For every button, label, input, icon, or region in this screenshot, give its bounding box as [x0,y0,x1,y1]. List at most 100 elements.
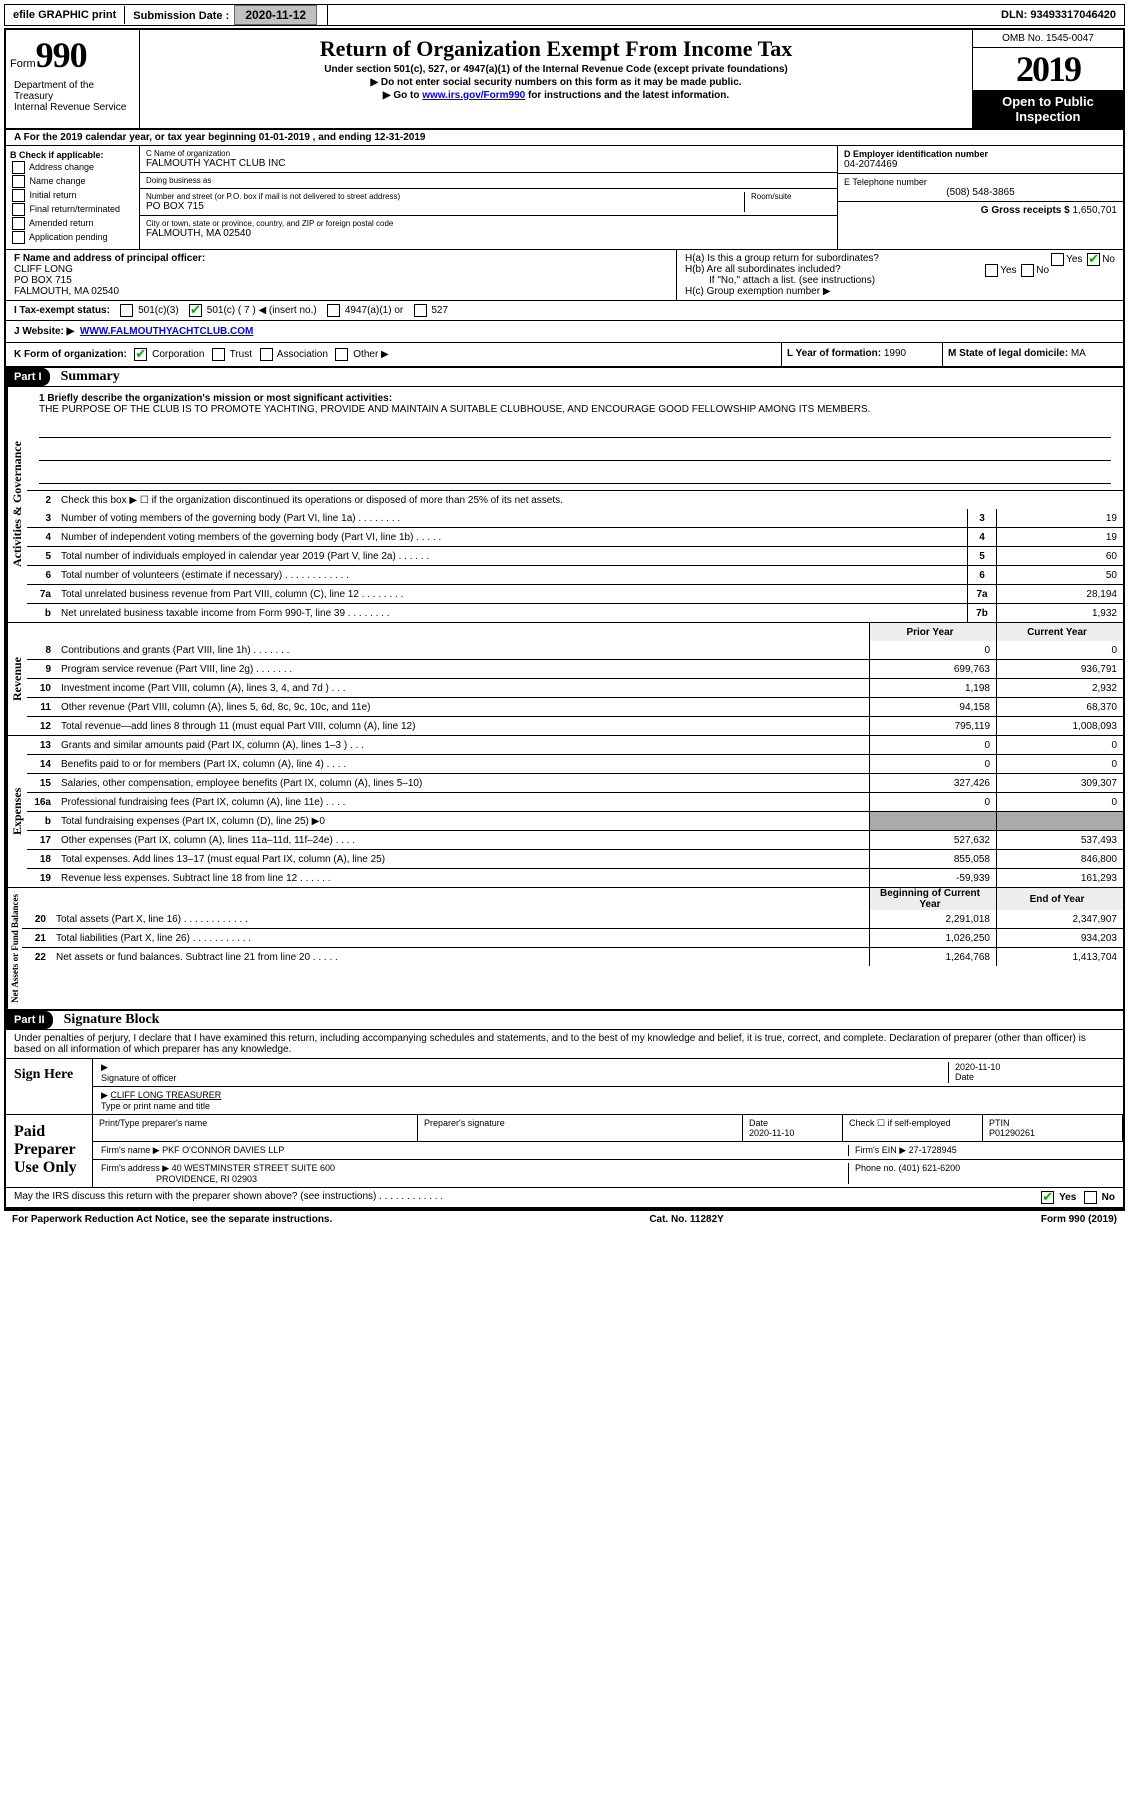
goto-post: for instructions and the latest informat… [525,90,729,101]
chk-initial[interactable]: Initial return [10,189,135,202]
e-label: E Telephone number [844,177,1117,187]
header-row: Form990 Department of the Treasury Inter… [6,30,1123,130]
b-label: B Check if applicable: [10,150,135,160]
f-label: F Name and address of principal officer: [14,253,668,264]
section-na: Net Assets or Fund Balances Beginning of… [6,888,1123,1011]
sign-here-row: Sign Here ▶Signature of officer 2020-11-… [6,1059,1123,1115]
chk-name[interactable]: Name change [10,175,135,188]
mission-text: THE PURPOSE OF THE CLUB IS TO PROMOTE YA… [39,404,870,415]
na-header: Beginning of Current Year End of Year [22,888,1123,910]
row-k-org: K Form of organization: Corporation Trus… [6,343,1123,368]
row-c-name: C Name of organization FALMOUTH YACHT CL… [140,146,837,173]
efile-label[interactable]: efile GRAPHIC print [5,6,125,24]
ein-value: 04-2074469 [844,159,1117,170]
opt-other[interactable]: Other ▶ [353,349,388,360]
irs-link[interactable]: www.irs.gov/Form990 [422,90,525,101]
ptin-cell: PTINP01290261 [983,1115,1123,1142]
chk-pending[interactable]: Application pending [10,231,135,244]
vtab-activities: Activities & Governance [6,387,27,622]
website-link[interactable]: WWW.FALMOUTHYACHTCLUB.COM [80,326,254,337]
tax-year: 2019 [973,48,1123,90]
part2: Part II Signature Block Under penalties … [6,1011,1123,1209]
chk-final[interactable]: Final return/terminated [10,203,135,216]
col-c-name-addr: C Name of organization FALMOUTH YACHT CL… [140,146,837,249]
open-to-public: Open to Public Inspection [973,90,1123,128]
street-label: Number and street (or P.O. box if mail i… [146,192,744,201]
line-21: 21Total liabilities (Part X, line 26) . … [22,928,1123,947]
line-4: 4Number of independent voting members of… [27,527,1123,546]
opt-501c3[interactable]: 501(c)(3) [138,305,179,316]
h-c: H(c) Group exemption number ▶ [685,286,1115,297]
gross-receipts: 1,650,701 [1073,205,1118,216]
line-14: 14Benefits paid to or for members (Part … [27,754,1123,773]
form-number: Form990 [10,34,135,76]
phone-value: (508) 548-3865 [844,187,1117,198]
opt-trust[interactable]: Trust [230,349,252,360]
form-id-block: Form990 Department of the Treasury Inter… [6,30,140,128]
opt-corp[interactable]: Corporation [152,349,204,360]
current-year-hdr: Current Year [996,623,1123,641]
discuss-line: May the IRS discuss this return with the… [6,1188,1123,1209]
i-label: I Tax-exempt status: [14,305,110,316]
opt-4947[interactable]: 4947(a)(1) or [345,305,403,316]
f-officer: F Name and address of principal officer:… [6,250,677,300]
k-form-org: K Form of organization: Corporation Trus… [6,343,781,366]
line-1-mission: 1 Briefly describe the organization's mi… [27,387,1123,490]
col-b-checkboxes: B Check if applicable: Address change Na… [6,146,140,249]
section-exp: Expenses 13Grants and similar amounts pa… [6,736,1123,888]
omb-number: OMB No. 1545-0047 [973,30,1123,48]
form-990-big: 990 [36,35,87,75]
line-3: 3Number of voting members of the governi… [27,509,1123,527]
officer-name: CLIFF LONG [14,264,668,275]
line-22: 22Net assets or fund balances. Subtract … [22,947,1123,966]
footer-mid: Cat. No. 11282Y [649,1214,723,1225]
col-right-deg: D Employer identification number 04-2074… [837,146,1123,249]
firm-addr-line: Firm's address ▶ 40 WESTMINSTER STREET S… [93,1160,1123,1187]
h-block: H(a) Is this a group return for subordin… [677,250,1123,300]
city-value: FALMOUTH, MA 02540 [146,228,831,239]
submission-cell: Submission Date : 2020-11-12 [125,5,328,25]
officer-addr2: FALMOUTH, MA 02540 [14,286,668,297]
prep-sig-hdr: Preparer's signature [418,1115,743,1142]
sign-here-label: Sign Here [6,1059,93,1114]
h-b-note: If "No," attach a list. (see instruction… [685,275,1115,286]
form-title: Return of Organization Exempt From Incom… [148,36,964,62]
row-street: Number and street (or P.O. box if mail i… [140,189,837,216]
chk-address[interactable]: Address change [10,161,135,174]
officer-typed: CLIFF LONG TREASURER [110,1090,221,1100]
part1-title: Summary [53,366,128,387]
opt-527[interactable]: 527 [431,305,448,316]
line-9: 9Program service revenue (Part VIII, lin… [27,659,1123,678]
dln-label: DLN: [1001,9,1030,21]
line-18: 18Total expenses. Add lines 13–17 (must … [27,849,1123,868]
line-7a: 7aTotal unrelated business revenue from … [27,584,1123,603]
submission-date-button[interactable]: 2020-11-12 [234,5,317,25]
line-19: 19Revenue less expenses. Subtract line 1… [27,868,1123,887]
dept-treasury: Department of the Treasury Internal Reve… [10,76,135,117]
vtab-revenue: Revenue [6,623,27,735]
line-b: bTotal fundraising expenses (Part IX, co… [27,811,1123,830]
rev-header: Prior Year Current Year [27,623,1123,641]
form-main: Form990 Department of the Treasury Inter… [4,28,1125,1211]
m-state-domicile: M State of legal domicile: MA [942,343,1123,366]
part1-hdr: Part I [6,368,50,386]
sig-officer-line: ▶Signature of officer 2020-11-10Date [93,1059,1123,1087]
row-i-tax-status: I Tax-exempt status: 501(c)(3) 501(c) ( … [6,301,1123,321]
row-city: City or town, state or province, country… [140,216,837,242]
line-15: 15Salaries, other compensation, employee… [27,773,1123,792]
line-11: 11Other revenue (Part VIII, column (A), … [27,697,1123,716]
opt-501c[interactable]: 501(c) ( 7 ) ◀ (insert no.) [207,305,317,316]
vtab-expenses: Expenses [6,736,27,887]
opt-assoc[interactable]: Association [277,349,328,360]
prep-date-hdr: Date2020-11-10 [743,1115,843,1142]
chk-amended[interactable]: Amended return [10,217,135,230]
begin-year-hdr: Beginning of Current Year [869,888,996,910]
row-f-h: F Name and address of principal officer:… [6,250,1123,301]
line-8: 8Contributions and grants (Part VIII, li… [27,641,1123,659]
sig-name-line: ▶ CLIFF LONG TREASURERType or print name… [93,1087,1123,1114]
city-label: City or town, state or province, country… [146,219,831,228]
part1: Part I Summary Activities & Governance 1… [6,368,1123,1011]
line-5: 5Total number of individuals employed in… [27,546,1123,565]
row-dba: Doing business as [140,173,837,189]
line-6: 6Total number of volunteers (estimate if… [27,565,1123,584]
